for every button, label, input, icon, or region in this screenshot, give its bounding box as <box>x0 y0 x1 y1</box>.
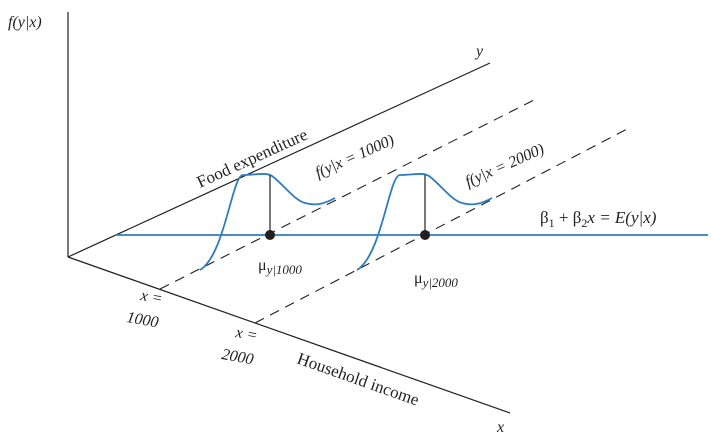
x-tick-1000-top: x = <box>138 287 164 308</box>
mean-label-x1000: μy|1000 <box>258 257 302 277</box>
x-tick-2000-top: x = <box>233 324 259 345</box>
mean-point-x1000 <box>265 230 275 240</box>
x-tick-2000: x = 2000 <box>220 324 259 368</box>
food-expenditure-label: Food expenditure <box>194 125 311 192</box>
x-axis <box>67 256 511 414</box>
density-label-x2000: f(y|x = 2000) <box>463 141 547 191</box>
x-tick-2000-value: 2000 <box>220 346 254 368</box>
household-income-label: Household income <box>295 349 422 410</box>
x-axis-label: x <box>496 419 504 433</box>
mean-point-x2000 <box>420 230 430 240</box>
density-curve-x1000 <box>199 173 336 271</box>
x-tick-1000: x = 1000 <box>125 287 164 331</box>
mean-label-x2000: μy|2000 <box>414 270 458 290</box>
density-curve-x2000 <box>356 173 493 271</box>
regression-line-label: β1 + β2x = E(y|x) <box>540 208 657 230</box>
y-axis-label: y <box>474 43 484 60</box>
dashed-line-x1000 <box>159 99 535 290</box>
y-axis <box>67 62 491 258</box>
x-tick-1000-value: 1000 <box>125 309 159 331</box>
vertical-axis-label: f(y|x) <box>8 14 42 31</box>
dashed-line-x2000 <box>254 127 630 324</box>
